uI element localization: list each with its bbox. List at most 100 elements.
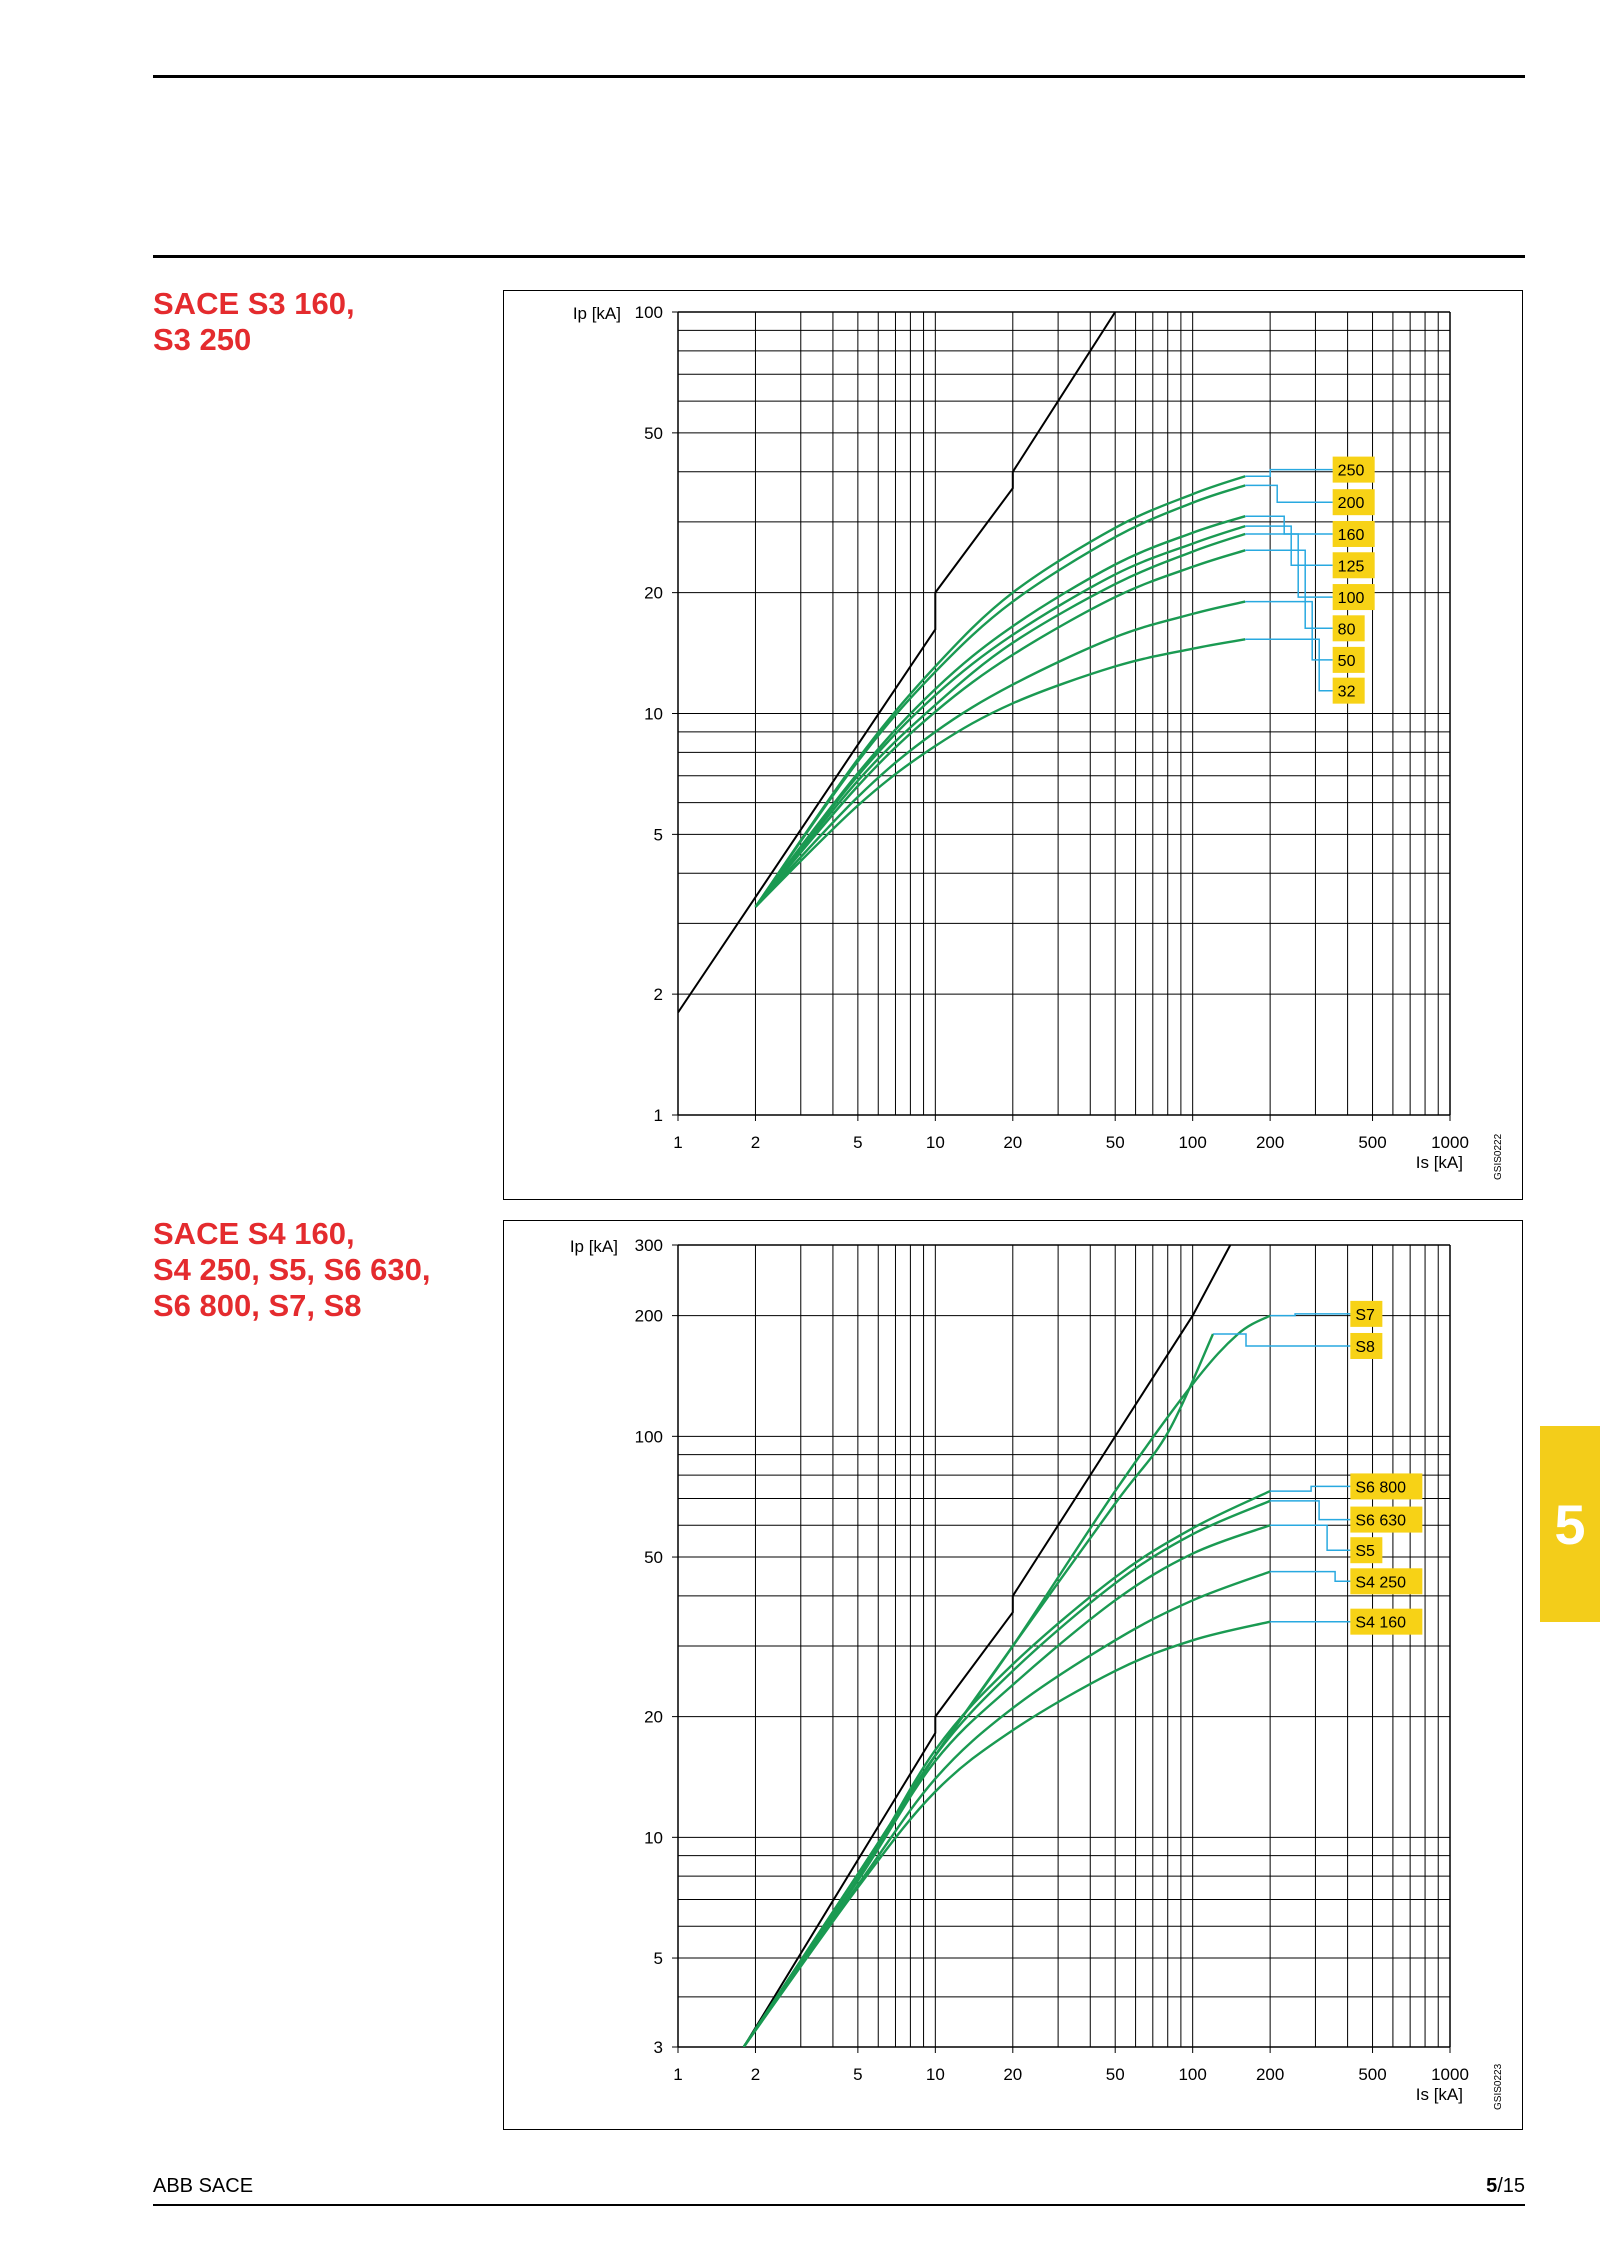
chart-frame-s4-s8 <box>503 1220 1523 2130</box>
series-label: S8 <box>1355 1339 1375 1356</box>
y-tick-label: 300 <box>635 1236 663 1255</box>
footer-page: /15 <box>1497 2175 1525 2197</box>
chapter-tab: 5 <box>1540 1426 1600 1622</box>
series-label: 100 <box>1338 590 1365 607</box>
x-axis-label: Is [kA] <box>1416 1153 1463 1172</box>
series-label-box <box>1332 552 1375 579</box>
x-tick-label: 200 <box>1256 2065 1284 2084</box>
section-rule <box>153 255 1525 258</box>
series-label-box <box>1350 1537 1383 1564</box>
y-tick-label: 50 <box>644 424 663 443</box>
x-tick-label: 1 <box>673 1133 682 1152</box>
section-title-s3: SACE S3 160, S3 250 <box>153 286 355 357</box>
series-curve <box>754 600 1246 908</box>
series-label: 32 <box>1338 684 1356 701</box>
series-label-box <box>1332 677 1365 704</box>
series-label-box <box>1332 584 1375 611</box>
series-label: S7 <box>1355 1307 1375 1324</box>
series-label: 50 <box>1338 653 1356 670</box>
series-curve <box>742 1620 1271 2047</box>
series-label: S4 160 <box>1355 1615 1406 1632</box>
y-tick-label: 10 <box>644 705 663 724</box>
series-leader-line <box>1245 533 1333 598</box>
series-label: S5 <box>1355 1543 1375 1560</box>
y-axis-label: Ip [kA] <box>570 1237 618 1256</box>
reference-line <box>742 1245 1232 2047</box>
x-tick-label: 1 <box>673 2065 682 2084</box>
chart-s4-s8-peak-current: 1 2 5 10 20 50 100 200 500 1000 3 5 10 20 50 100 200 300 I… <box>570 1236 1504 2110</box>
series-label-box <box>1332 615 1365 642</box>
series-label-box <box>1350 1332 1383 1359</box>
series-label-box <box>1350 1473 1423 1500</box>
reference-line <box>678 312 1117 1014</box>
x-tick-label: 2 <box>751 2065 760 2084</box>
x-tick-label: 50 <box>1106 2065 1125 2084</box>
series-curve <box>742 1570 1271 2047</box>
series-label: 200 <box>1338 495 1365 512</box>
series-leader-line <box>1245 549 1333 630</box>
series-curve <box>754 638 1246 908</box>
series-label: S6 800 <box>1355 1479 1406 1496</box>
series-label: 160 <box>1338 527 1365 544</box>
x-tick-label: 2 <box>751 1133 760 1152</box>
series-leader-line <box>1270 1485 1351 1492</box>
series-leader-line <box>1245 525 1333 567</box>
y-tick-label: 3 <box>654 2038 663 2057</box>
y-tick-label: 50 <box>644 1548 663 1567</box>
footer-rule <box>153 2204 1525 2206</box>
y-tick-label: 5 <box>654 1949 663 1968</box>
x-tick-label: 50 <box>1106 1133 1125 1152</box>
series-curve <box>742 1333 1215 2047</box>
figure-code: GSIS0223 <box>1493 2063 1504 2110</box>
series-label-box <box>1332 456 1375 483</box>
grid <box>672 1244 1451 2053</box>
series-leader-line <box>1270 1524 1351 1551</box>
y-tick-label: 100 <box>635 1427 663 1446</box>
y-tick-label: 2 <box>654 985 663 1004</box>
x-tick-label: 10 <box>926 2065 945 2084</box>
y-tick-label: 10 <box>644 1828 663 1847</box>
series-label-box <box>1332 489 1375 516</box>
series-label: 125 <box>1338 558 1365 575</box>
x-tick-label: 20 <box>1003 2065 1022 2084</box>
x-tick-label: 100 <box>1178 1133 1206 1152</box>
series-label: S4 250 <box>1355 1574 1406 1591</box>
series-label-box <box>1332 646 1365 673</box>
x-tick-label: 20 <box>1003 1133 1022 1152</box>
footer-page-number: 5/15 <box>1486 2175 1525 2198</box>
footer-company: ABB SACE <box>153 2175 254 2197</box>
series-leader-line <box>1245 600 1333 661</box>
series-label-box <box>1350 1608 1423 1635</box>
series-label-box <box>1350 1506 1423 1533</box>
series-label-box <box>1350 1300 1383 1327</box>
series-curve <box>754 484 1246 908</box>
series-label: S6 630 <box>1355 1513 1406 1530</box>
x-tick-label: 200 <box>1256 1133 1284 1152</box>
x-tick-label: 100 <box>1178 2065 1206 2084</box>
figure-code: GSIS0222 <box>1493 1133 1504 1180</box>
grid <box>672 311 1451 1121</box>
x-tick-label: 5 <box>853 2065 862 2084</box>
y-axis-label: Ip [kA] <box>573 304 621 323</box>
y-tick-label: 1 <box>654 1106 663 1125</box>
series-label-box <box>1332 520 1375 547</box>
x-tick-label: 500 <box>1358 1133 1386 1152</box>
series-curve <box>754 515 1246 908</box>
series-label: 80 <box>1338 621 1356 638</box>
series-label-box <box>1350 1568 1423 1595</box>
series-leader-line <box>1270 1500 1351 1521</box>
series-curve <box>754 524 1246 908</box>
series-curve <box>754 532 1246 908</box>
chart-frame-s3 <box>503 290 1523 1200</box>
series-leader-line <box>1270 1570 1351 1583</box>
footer-chapter: 5 <box>1486 2175 1498 2197</box>
series-curve <box>742 1524 1271 2047</box>
series-curve <box>754 549 1246 908</box>
series-curve <box>742 1490 1271 2047</box>
y-tick-label: 200 <box>635 1307 663 1326</box>
section-title-s4-s8: SACE S4 160, S4 250, S5, S6 630, S6 800,… <box>153 1216 431 1323</box>
series-curve <box>742 1499 1271 2047</box>
series-leader-line <box>1213 1333 1351 1347</box>
top-rule <box>153 75 1525 78</box>
